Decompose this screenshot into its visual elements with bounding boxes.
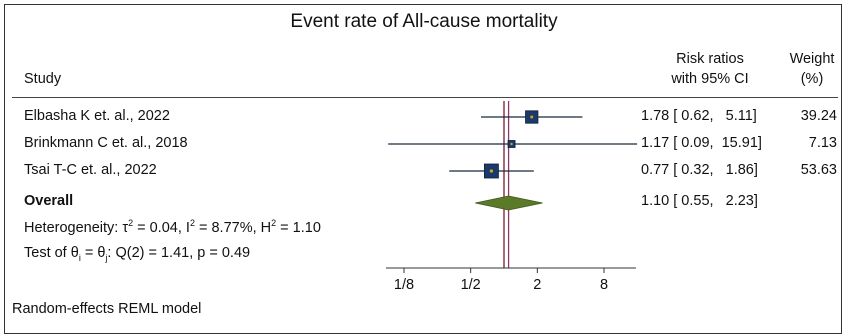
- weight-value: 7.13: [808, 135, 837, 151]
- rr-ci-value: 1.78 [ 0.62, 5.11]: [641, 108, 757, 124]
- point-estimate-marker: [510, 142, 513, 146]
- study-label: Brinkmann C et. al., 2018: [24, 135, 188, 151]
- overall-rr-ci-value: 1.10 [ 0.55, 2.23]: [641, 193, 758, 209]
- overall-diamond: [475, 195, 543, 211]
- study-column-header: Study: [24, 71, 62, 87]
- weight-value: 53.63: [800, 162, 837, 178]
- forest-plot: 1/8 1/2 2 8: [386, 101, 638, 293]
- homogeneity-test: Test of θi = θj: Q(2) = 1.41, p = 0.49: [24, 245, 251, 263]
- header-divider: [12, 97, 838, 98]
- rr-header-line2: with 95% CI: [671, 71, 749, 87]
- study-label: Elbasha K et. al., 2022: [24, 108, 170, 124]
- study-label: Tsai T-C et. al., 2022: [24, 162, 157, 178]
- weight-header-line2: (%): [800, 71, 824, 87]
- heterogeneity-stats: Heterogeneity: τ2 = 0.04, I2 = 8.77%, H2…: [24, 218, 321, 236]
- x-tick-label: 1/8: [394, 277, 414, 293]
- x-tick-label: 8: [600, 277, 608, 293]
- rr-ci-value: 1.17 [ 0.09, 15.91]: [641, 135, 762, 151]
- rr-ci-value: 0.77 [ 0.32, 1.86]: [641, 162, 758, 178]
- x-tick-label: 2: [533, 277, 541, 293]
- x-tick-label: 1/2: [461, 277, 481, 293]
- chart-title: Event rate of All-cause mortality: [290, 11, 558, 32]
- point-estimate-marker: [489, 169, 494, 173]
- weight-header-line1: Weight: [789, 51, 835, 67]
- weight-value: 39.24: [800, 108, 837, 124]
- rr-header-line1: Risk ratios: [676, 51, 744, 67]
- point-estimate-marker: [530, 115, 534, 119]
- model-note: Random-effects REML model: [12, 301, 202, 317]
- overall-label: Overall: [24, 193, 74, 209]
